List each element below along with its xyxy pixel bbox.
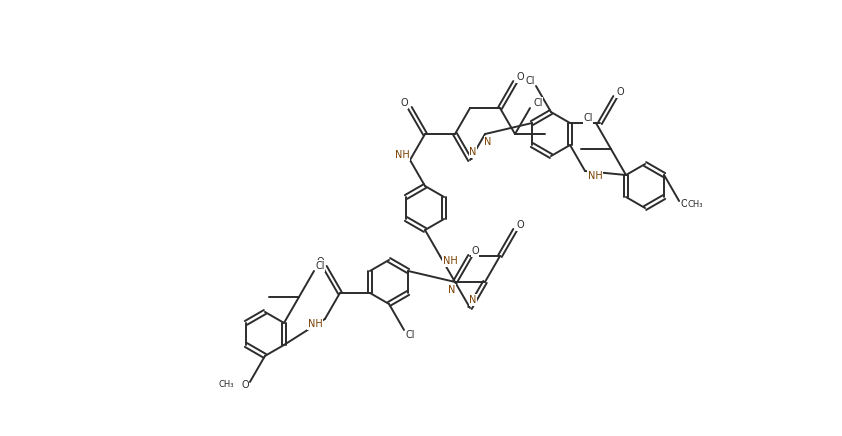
Text: Cl: Cl: [405, 330, 415, 340]
Text: Cl: Cl: [525, 76, 535, 86]
Text: O: O: [616, 87, 624, 97]
Text: Cl: Cl: [533, 98, 543, 108]
Text: CH₃: CH₃: [218, 381, 234, 389]
Text: O: O: [516, 220, 524, 230]
Text: O: O: [400, 98, 408, 108]
Text: N: N: [469, 147, 477, 157]
Text: Cl: Cl: [584, 113, 593, 123]
Text: N: N: [469, 295, 477, 305]
Text: O: O: [472, 246, 479, 256]
Text: CH₃: CH₃: [687, 200, 703, 208]
Text: NH: NH: [307, 319, 322, 329]
Text: Cl: Cl: [315, 261, 325, 271]
Text: N: N: [484, 137, 492, 147]
Text: NH: NH: [443, 256, 457, 266]
Text: N: N: [448, 285, 456, 295]
Text: NH: NH: [588, 171, 602, 181]
Text: O: O: [241, 380, 248, 390]
Text: O: O: [680, 199, 688, 209]
Text: O: O: [316, 257, 324, 267]
Text: O: O: [516, 72, 524, 82]
Text: NH: NH: [395, 150, 409, 160]
